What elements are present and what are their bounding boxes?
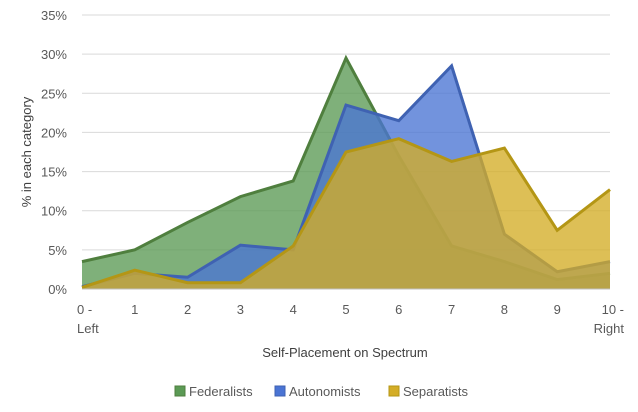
y-tick-label: 30% <box>41 47 67 62</box>
legend: Federalists Autonomists Separatists <box>174 384 469 399</box>
x-tick-label: 6 <box>395 302 402 317</box>
legend-label-separatists: Separatists <box>403 384 469 399</box>
y-tick-label: 35% <box>41 8 67 23</box>
x-tick-label: 0 -Left <box>77 302 99 336</box>
plot-areas <box>81 54 611 289</box>
line-separatists <box>81 137 611 289</box>
x-tick-label: 2 <box>184 302 191 317</box>
x-tick-label: 5 <box>342 302 349 317</box>
y-tick-label: 0% <box>48 282 67 297</box>
y-tick-label: 10% <box>41 204 67 219</box>
x-tick-label: 8 <box>501 302 508 317</box>
axes: 0% 5% 10% 15% 20% 25% 30% 35% 0 -Left 1 2 3 4 5 6 7 8 9 10… <box>41 8 624 336</box>
legend-swatch-separatists <box>388 385 400 397</box>
x-tick-label: 9 <box>554 302 561 317</box>
x-tick-label: 1 <box>131 302 138 317</box>
x-axis-title: Self-Placement on Spectrum <box>262 345 427 360</box>
legend-label-autonomists: Autonomists <box>289 384 361 399</box>
x-tick-label: 10 -Right <box>594 302 625 336</box>
legend-label-federalists: Federalists <box>189 384 253 399</box>
x-tick-label: 7 <box>448 302 455 317</box>
legend-swatch-federalists <box>174 385 186 397</box>
y-tick-label: 20% <box>41 125 67 140</box>
y-tick-label: 5% <box>48 243 67 258</box>
legend-swatch-autonomists <box>274 385 286 397</box>
y-tick-label: 15% <box>41 165 67 180</box>
area-separatists <box>82 138 610 289</box>
x-tick-label: 4 <box>290 302 297 317</box>
x-tick-label: 3 <box>237 302 244 317</box>
y-tick-label: 25% <box>41 86 67 101</box>
y-axis-title: % in each category <box>19 96 34 207</box>
